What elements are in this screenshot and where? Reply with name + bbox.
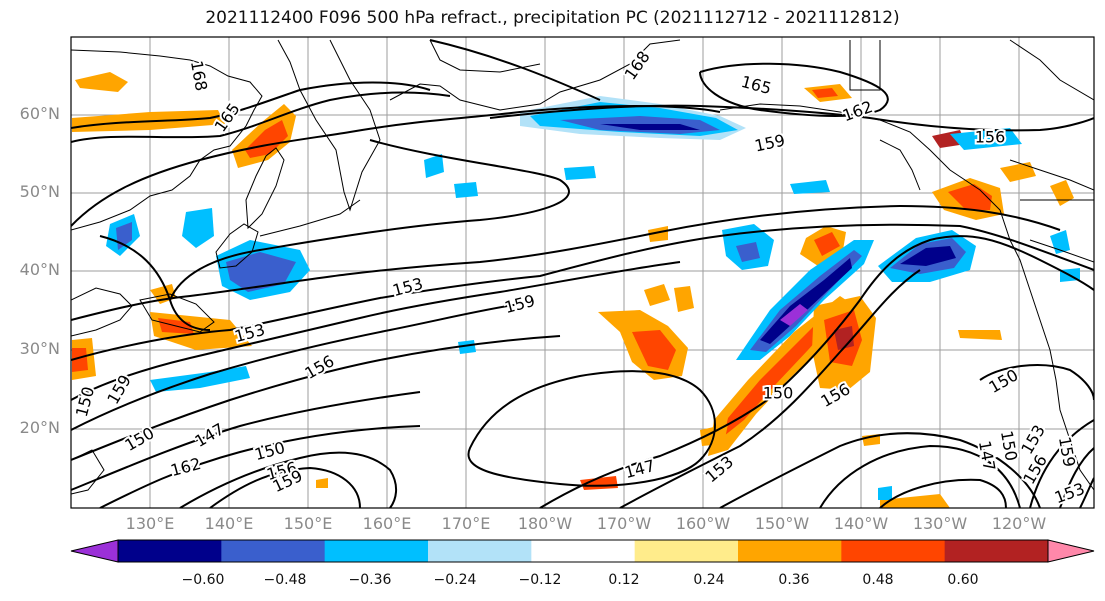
colorbar-segment: [634, 540, 739, 562]
colorbar: [70, 539, 1095, 563]
lon-label-170e: 170°E: [441, 514, 491, 533]
colorbar-segment: [428, 540, 532, 562]
colorbar-tick-label: 0.12: [608, 572, 640, 588]
colorbar-tick-label: −0.60: [181, 572, 225, 588]
contour-label: 150: [253, 438, 287, 464]
colorbar-segment: [944, 540, 1049, 562]
colorbar-extend-low: [70, 539, 119, 563]
colorbar-tick-label: 0.24: [693, 572, 725, 588]
lon-label-120w: 120°W: [991, 514, 1047, 533]
contour-label: 150: [763, 384, 794, 403]
colorbar-tick-label: −0.12: [518, 572, 562, 588]
colorbar-tick-label: 0.48: [862, 572, 894, 588]
colorbar-tick-label: −0.48: [263, 572, 307, 588]
colorbar-segment: [221, 540, 326, 562]
lon-label-160w: 160°W: [675, 514, 731, 533]
lon-label-150e: 150°E: [283, 514, 333, 533]
lon-label-180w: 180°W: [517, 514, 573, 533]
colorbar-segment: [738, 540, 842, 562]
map-frame: [70, 36, 1095, 509]
colorbar-tick-label: 0.60: [947, 572, 979, 588]
lon-label-140e: 140°E: [204, 514, 254, 533]
lon-label-130w: 130°W: [912, 514, 968, 533]
colorbar-segment: [118, 540, 222, 562]
contour-label: 156: [975, 128, 1006, 147]
colorbar-outline: [117, 539, 1049, 563]
colorbar-segment: [531, 540, 636, 562]
colorbar-tick-label: −0.36: [348, 572, 392, 588]
lat-label-20n: 20°N: [19, 418, 60, 437]
lat-label-40n: 40°N: [19, 260, 60, 279]
colorbar-extend-high: [1047, 539, 1095, 563]
colorbar-tick-label: 0.36: [778, 572, 810, 588]
lat-label-30n: 30°N: [19, 339, 60, 358]
lat-label-50n: 50°N: [19, 182, 60, 201]
colorbar-segment: [841, 540, 946, 562]
lon-label-160e: 160°E: [362, 514, 412, 533]
colorbar-segment: [324, 540, 429, 562]
lon-label-140w: 140°W: [833, 514, 889, 533]
colorbar-tick-label: −0.24: [433, 572, 477, 588]
map-title: 2021112400 F096 500 hPa refract., precip…: [205, 8, 900, 28]
refractivity-contours: [71, 39, 1094, 508]
lon-label-130e: 130°E: [125, 514, 175, 533]
lat-label-60n: 60°N: [19, 104, 60, 123]
lon-label-150w: 150°W: [754, 514, 810, 533]
precip-negative-shading: [106, 96, 1080, 500]
lon-label-170w: 170°W: [596, 514, 652, 533]
